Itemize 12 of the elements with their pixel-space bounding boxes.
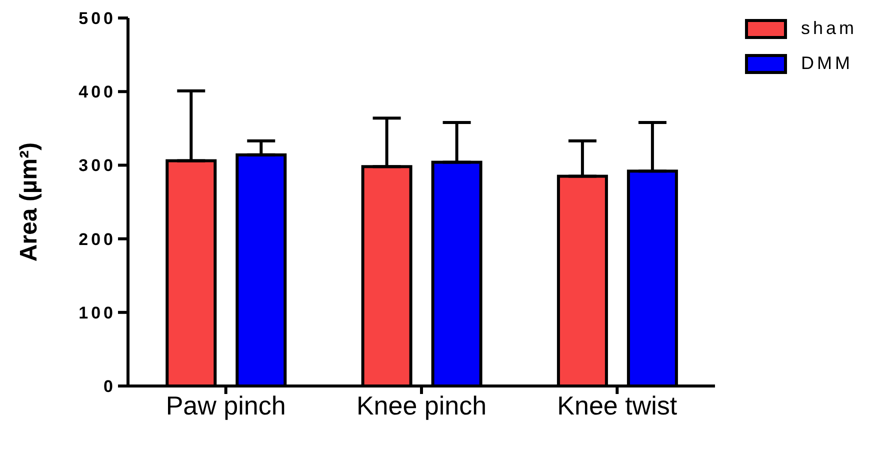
y-tick-label: 300 [78,156,116,176]
legend-label: sham [800,18,857,39]
x-tick-label: Knee pinch [356,390,487,420]
y-axis-title: Area (µm²) [16,142,43,262]
y-tick-label: 200 [78,230,116,249]
y-tick-label: 500 [78,9,116,28]
y-tick-label: 0 [104,377,116,396]
y-tick-label: 100 [78,303,116,322]
y-tick-label: 400 [78,82,116,102]
x-tick-label: Knee twist [557,390,678,420]
legend-label: DMM [800,53,853,74]
x-tick-label: Paw pinch [166,390,286,420]
